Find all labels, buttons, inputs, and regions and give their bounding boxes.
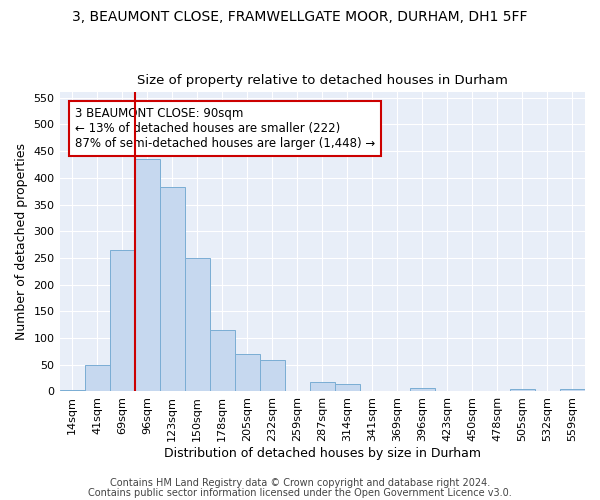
Text: Contains HM Land Registry data © Crown copyright and database right 2024.: Contains HM Land Registry data © Crown c… bbox=[110, 478, 490, 488]
X-axis label: Distribution of detached houses by size in Durham: Distribution of detached houses by size … bbox=[164, 447, 481, 460]
Text: Contains public sector information licensed under the Open Government Licence v3: Contains public sector information licen… bbox=[88, 488, 512, 498]
Bar bbox=[310, 382, 335, 392]
Bar bbox=[510, 390, 535, 392]
Bar bbox=[410, 388, 435, 392]
Bar bbox=[134, 159, 160, 392]
Bar bbox=[59, 390, 85, 392]
Bar bbox=[335, 384, 360, 392]
Bar bbox=[260, 360, 285, 392]
Bar bbox=[110, 250, 134, 392]
Bar bbox=[160, 187, 185, 392]
Bar bbox=[209, 330, 235, 392]
Text: 3, BEAUMONT CLOSE, FRAMWELLGATE MOOR, DURHAM, DH1 5FF: 3, BEAUMONT CLOSE, FRAMWELLGATE MOOR, DU… bbox=[72, 10, 528, 24]
Y-axis label: Number of detached properties: Number of detached properties bbox=[15, 144, 28, 340]
Bar bbox=[235, 354, 260, 392]
Bar bbox=[185, 258, 209, 392]
Text: 3 BEAUMONT CLOSE: 90sqm
← 13% of detached houses are smaller (222)
87% of semi-d: 3 BEAUMONT CLOSE: 90sqm ← 13% of detache… bbox=[76, 108, 376, 150]
Bar bbox=[85, 365, 110, 392]
Title: Size of property relative to detached houses in Durham: Size of property relative to detached ho… bbox=[137, 74, 508, 87]
Bar bbox=[560, 390, 585, 392]
